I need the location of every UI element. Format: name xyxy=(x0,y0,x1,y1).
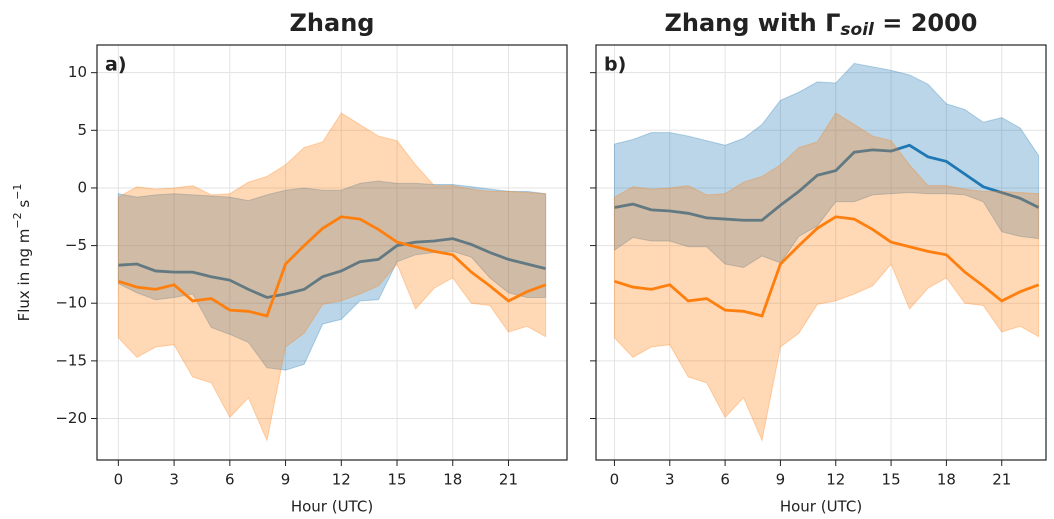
y-tick-label: −15 xyxy=(55,351,87,369)
axes-frame xyxy=(96,44,568,461)
y-tick-label: −10 xyxy=(55,294,87,312)
chart-title: Zhang xyxy=(290,9,375,37)
panel-label: b) xyxy=(604,54,626,76)
title-text: Zhang with Γ xyxy=(665,9,841,37)
mean-line xyxy=(614,143,1040,222)
mean-line xyxy=(118,237,546,299)
title-subscript: soil xyxy=(840,20,875,40)
band xyxy=(613,112,1040,443)
x-tick-label: 18 xyxy=(937,471,956,489)
x-tick-label: 0 xyxy=(114,471,124,489)
y-tick-label: −5 xyxy=(65,236,87,254)
band xyxy=(613,62,1040,269)
y-label-text: s xyxy=(15,200,33,213)
band xyxy=(117,180,547,371)
x-axis-label: Hour (UTC) xyxy=(291,498,373,516)
x-tick-label: 6 xyxy=(225,471,235,489)
title-text: = 2000 xyxy=(874,9,978,37)
y-label-superscript: −2 xyxy=(11,212,24,228)
axes-frame xyxy=(595,44,1047,461)
x-tick-label: 9 xyxy=(281,471,291,489)
x-tick-label: 9 xyxy=(776,471,786,489)
x-tick-label: 15 xyxy=(387,471,406,489)
y-tick-label: −20 xyxy=(55,409,87,427)
band xyxy=(117,112,547,443)
x-tick-label: 21 xyxy=(992,471,1011,489)
x-tick-label: 0 xyxy=(610,471,620,489)
y-tick-label: 5 xyxy=(77,121,87,139)
x-tick-label: 21 xyxy=(499,471,518,489)
x-tick-label: 15 xyxy=(882,471,901,489)
x-tick-label: 18 xyxy=(443,471,462,489)
x-tick-label: 3 xyxy=(665,471,675,489)
y-tick-label: 0 xyxy=(77,178,87,196)
x-tick-label: 12 xyxy=(826,471,845,489)
y-tick-label: 10 xyxy=(68,63,87,81)
y-label-text: Flux in ng m xyxy=(15,229,33,322)
y-axis-label: Flux in ng m−2 s−1 xyxy=(11,184,33,322)
mean-line xyxy=(614,215,1040,318)
x-axis-label: Hour (UTC) xyxy=(780,498,862,516)
chart-title: Zhang with Γsoil = 2000 xyxy=(665,9,978,40)
x-tick-label: 12 xyxy=(332,471,351,489)
x-tick-label: 3 xyxy=(169,471,179,489)
x-tick-label: 6 xyxy=(720,471,730,489)
mean-line xyxy=(117,215,547,318)
y-label-superscript: −1 xyxy=(11,184,24,200)
panel-label: a) xyxy=(105,54,127,76)
